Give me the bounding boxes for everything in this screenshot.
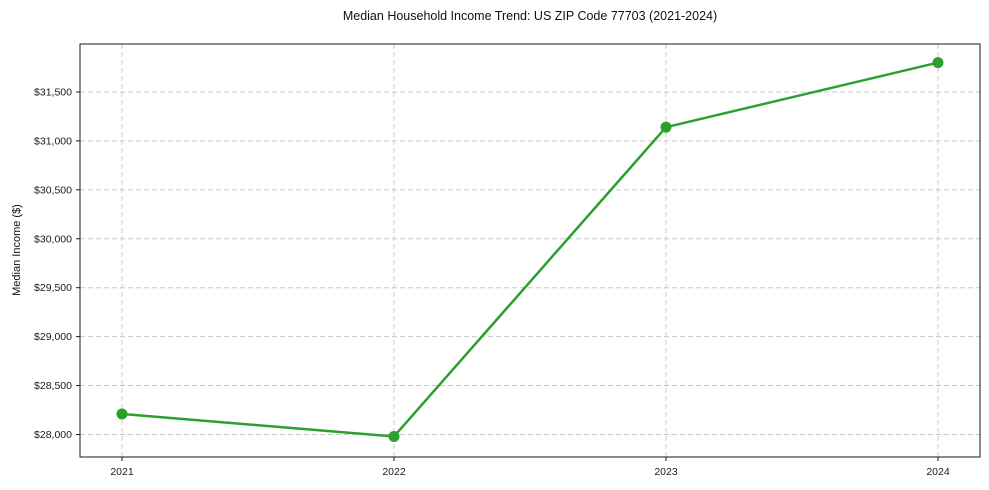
y-tick-label: $29,000 bbox=[34, 331, 72, 343]
y-tick-label: $28,500 bbox=[34, 380, 72, 392]
chart-title: Median Household Income Trend: US ZIP Co… bbox=[342, 9, 718, 23]
x-tick-label: 2023 bbox=[654, 466, 678, 478]
data-point bbox=[388, 430, 400, 442]
y-tick-label: $30,500 bbox=[34, 184, 72, 196]
x-tick-label: 2021 bbox=[110, 466, 134, 478]
data-point bbox=[660, 121, 672, 133]
plot-border bbox=[79, 43, 981, 458]
y-tick-label: $30,000 bbox=[34, 233, 72, 245]
x-tick-label: 2022 bbox=[382, 466, 406, 478]
y-tick-label: $31,500 bbox=[34, 86, 72, 98]
y-tick-label: $29,500 bbox=[34, 282, 72, 294]
series-line bbox=[120, 61, 940, 438]
y-tick-label: $28,000 bbox=[34, 429, 72, 441]
data-point bbox=[932, 57, 944, 69]
x-tick-label: 2024 bbox=[926, 466, 950, 478]
data-point bbox=[116, 408, 128, 420]
y-tick-label: $31,000 bbox=[34, 135, 72, 147]
